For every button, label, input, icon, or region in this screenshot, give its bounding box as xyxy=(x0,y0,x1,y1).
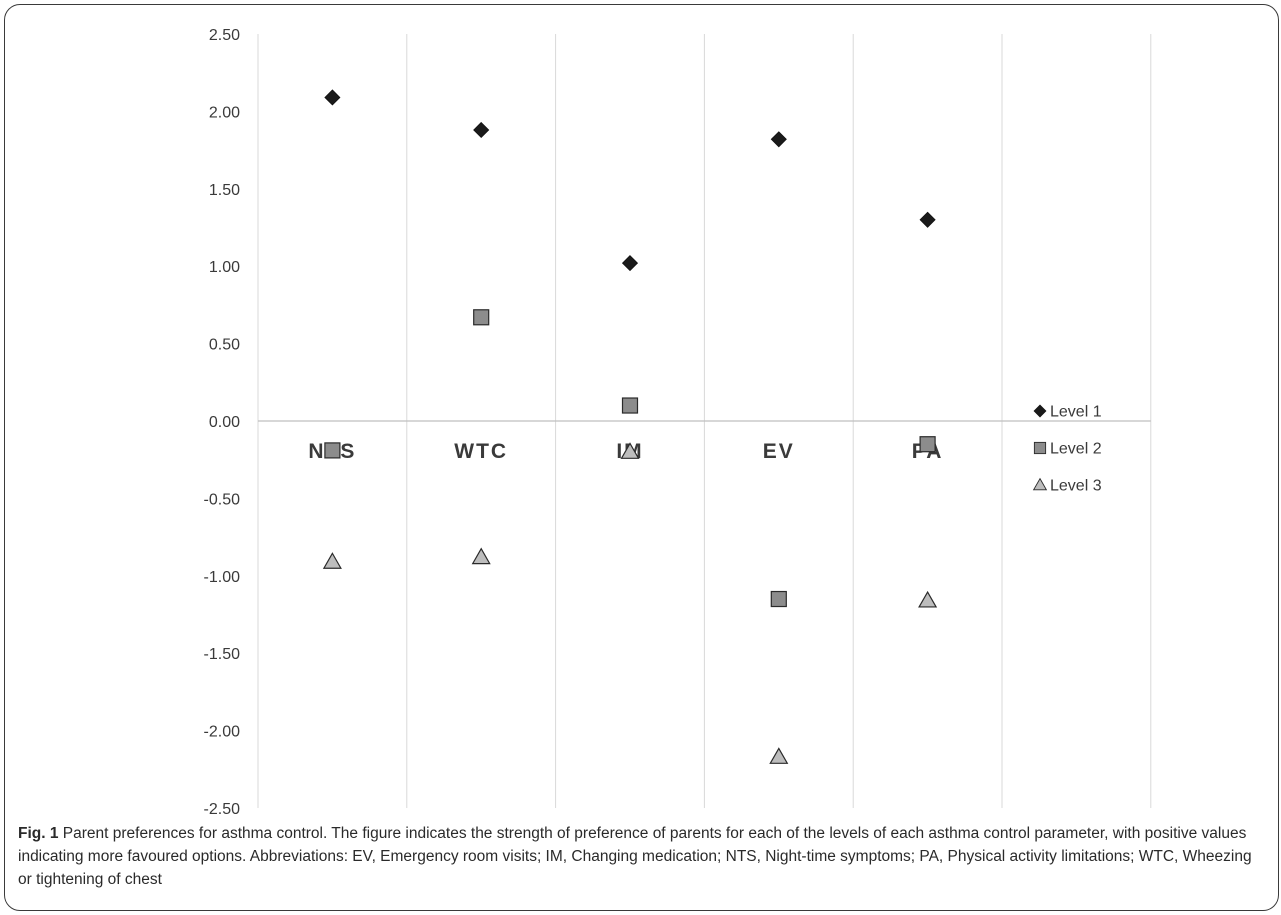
figure-caption: Fig. 1 Parent preferences for asthma con… xyxy=(18,822,1266,891)
scatter-chart: 2.50 2.00 1.50 1.00 0.50 0.00 -0.50 -1.00 -1.50 -… xyxy=(204,27,1152,818)
grid-lines xyxy=(257,34,1152,808)
y-axis-tick-labels: 2.50 2.00 1.50 1.00 0.50 0.00 -0.50 -1.00 -1.50 -… xyxy=(204,27,241,818)
triangle-point xyxy=(471,547,491,565)
category-label: WTC xyxy=(454,440,508,463)
diamond-point xyxy=(473,121,490,139)
legend-entry: Level 1 xyxy=(1033,404,1102,421)
legend-label: Level 2 xyxy=(1050,441,1102,458)
legend-label: Level 3 xyxy=(1050,478,1102,495)
y-tick-label: 2.00 xyxy=(209,104,240,121)
y-tick-label: -2.50 xyxy=(204,801,241,818)
triangle-point xyxy=(322,552,342,569)
y-tick-label: 0.00 xyxy=(209,414,240,431)
y-tick-label: 0.50 xyxy=(209,337,240,354)
legend-diamond-marker xyxy=(1033,404,1047,418)
legend-label: Level 1 xyxy=(1050,404,1102,421)
y-tick-label: -2.00 xyxy=(204,724,241,741)
triangle-point xyxy=(620,442,640,459)
legend-entry: Level 2 xyxy=(1033,441,1102,458)
square-point xyxy=(770,590,787,608)
square-point xyxy=(473,309,490,326)
y-tick-label: -1.50 xyxy=(204,646,241,663)
data-points xyxy=(322,89,938,764)
y-tick-label: 1.50 xyxy=(209,182,240,199)
caption-label: Fig. 1 xyxy=(18,825,59,842)
y-tick-label: 1.00 xyxy=(209,259,240,276)
y-tick-label: -1.00 xyxy=(204,569,241,586)
figure-frame xyxy=(4,4,1279,911)
diamond-point xyxy=(621,255,639,272)
triangle-point xyxy=(918,590,938,608)
legend-entry: Level 3 xyxy=(1032,477,1102,495)
diamond-point xyxy=(770,131,787,148)
square-point xyxy=(324,442,341,459)
diamond-point xyxy=(919,211,936,228)
legend: Level 1 Level 2 Level 3 xyxy=(1032,404,1102,495)
caption-text: Parent preferences for asthma control. T… xyxy=(18,825,1252,888)
category-label: EV xyxy=(763,440,795,463)
legend-triangle-marker xyxy=(1032,477,1048,491)
diamond-point xyxy=(324,89,341,106)
triangle-point xyxy=(769,747,789,764)
y-tick-label: -0.50 xyxy=(204,491,241,508)
legend-square-marker xyxy=(1033,441,1047,455)
square-point xyxy=(621,397,639,414)
y-tick-label: 2.50 xyxy=(209,27,240,44)
square-point xyxy=(919,436,936,453)
